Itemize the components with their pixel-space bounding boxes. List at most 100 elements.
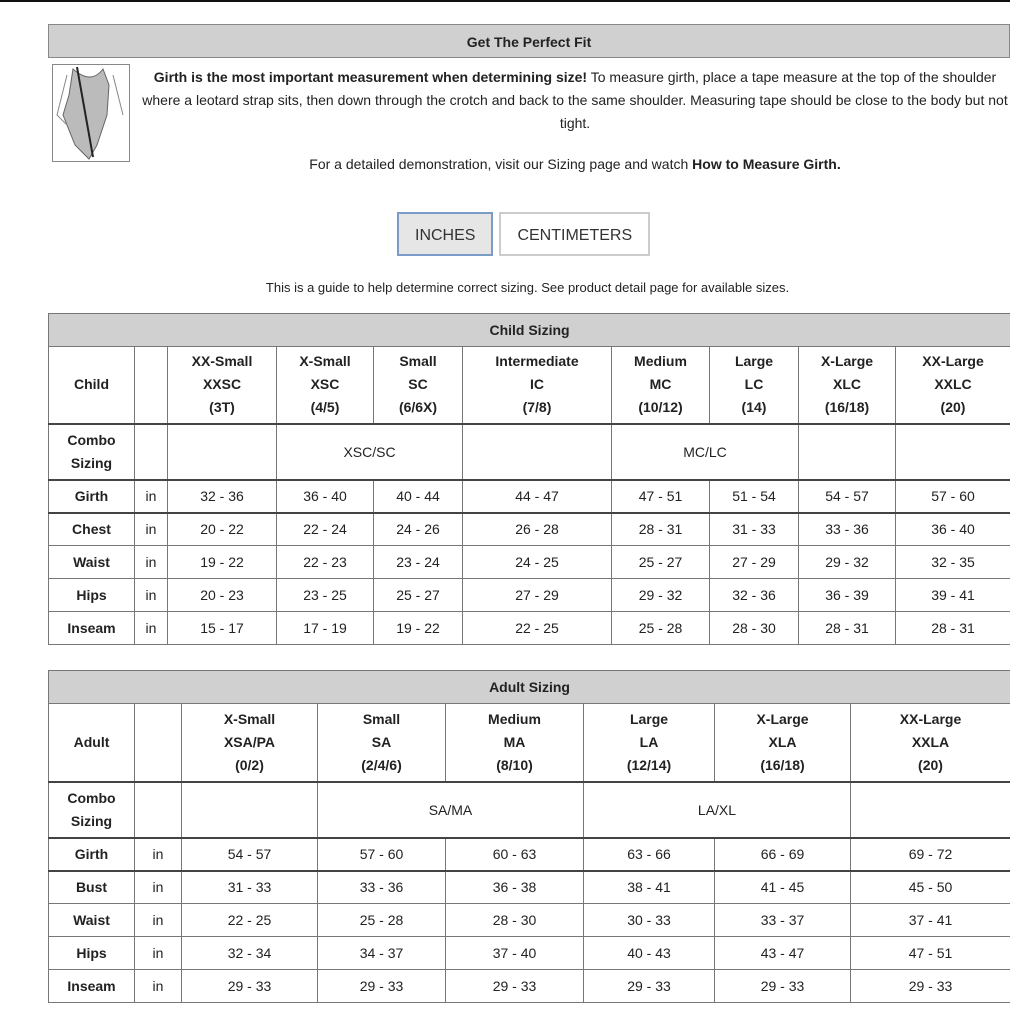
size-header-line: MA [503, 733, 526, 750]
measurement-value: 22 - 25 [181, 903, 318, 937]
measurement-value: 27 - 29 [709, 545, 799, 579]
unit-toggle: INCHES CENTIMETERS [397, 212, 651, 256]
size-header-line: (6/6X) [398, 399, 438, 416]
combo-cell [167, 422, 277, 480]
size-header-line: XX-Large [922, 353, 984, 370]
measurement-value: 31 - 33 [709, 511, 799, 546]
girth-instructions: Girth is the most important measurement … [140, 66, 1010, 135]
centimeters-button[interactable]: CENTIMETERS [499, 212, 651, 256]
unit-cell: in [134, 511, 168, 546]
measurement-value: 19 - 22 [373, 611, 463, 645]
size-header-line: Small [399, 353, 437, 370]
combo-label: Combo Sizing [48, 422, 135, 480]
combo-label-line: Combo [67, 431, 116, 448]
table-row: Girth in 54 - 57 57 - 60 60 - 63 63 - 66 66 - … [48, 836, 1010, 871]
size-header: X-Small XSA/PA (0/2) [181, 703, 318, 782]
size-header-line: X-Small [223, 710, 276, 727]
measurement-value: 25 - 28 [611, 611, 710, 645]
measurement-value: 54 - 57 [181, 836, 318, 871]
unit-cell: in [134, 545, 168, 579]
measurement-value: 32 - 36 [167, 478, 277, 513]
table-row: Inseam in 29 - 33 29 - 33 29 - 33 29 - 33 29 -… [48, 969, 1010, 1003]
size-header-line: XXLC [934, 376, 972, 393]
unit-header [134, 703, 182, 782]
measurement-name: Hips [48, 578, 135, 612]
measurement-value: 29 - 33 [714, 969, 851, 1003]
measurement-value: 25 - 27 [373, 578, 463, 612]
measurement-value: 32 - 36 [709, 578, 799, 612]
measurement-value: 60 - 63 [445, 836, 584, 871]
measurement-value: 25 - 27 [611, 545, 710, 579]
measurement-value: 22 - 24 [276, 511, 374, 546]
size-header-line: MC [649, 376, 672, 393]
combo-cell [181, 780, 318, 838]
size-header-line: Medium [634, 353, 687, 370]
combo-label-line: Combo [67, 789, 116, 806]
combo-cell: SA/MA [317, 780, 584, 838]
measurement-value: 33 - 36 [317, 869, 446, 904]
unit-cell: in [134, 936, 182, 970]
size-header-line: Large [629, 710, 669, 727]
size-header-line: XX-Large [899, 710, 962, 727]
girth-emphasis: Girth is the most important measurement … [153, 69, 588, 85]
measurement-value: 15 - 17 [167, 611, 277, 645]
measurement-value: 29 - 33 [583, 969, 715, 1003]
category-label: Child [48, 346, 135, 424]
measurement-value: 23 - 24 [373, 545, 463, 579]
measurement-name: Waist [48, 903, 135, 937]
size-header-line: (8/10) [496, 756, 533, 773]
measurement-value: 36 - 40 [894, 511, 1010, 546]
unit-cell [134, 422, 168, 480]
size-header: XX-Large XXLC (20) [894, 346, 1010, 424]
measurement-value: 41 - 45 [714, 869, 851, 904]
size-header-line: (3T) [209, 399, 235, 416]
measurement-value: 28 - 30 [445, 903, 584, 937]
measurement-value: 33 - 37 [714, 903, 851, 937]
demo-text: For a detailed demonstration, visit our … [140, 156, 1010, 172]
table-row: Waist in 22 - 25 25 - 28 28 - 30 30 - 33 33 - … [48, 903, 1010, 937]
measurement-value: 20 - 23 [167, 578, 277, 612]
inches-button[interactable]: INCHES [397, 212, 494, 256]
unit-cell: in [134, 969, 182, 1003]
table-row: Inseam in 15 - 17 17 - 19 19 - 22 22 - 25 25 -… [48, 611, 1010, 645]
size-header-line: (10/12) [638, 399, 683, 416]
measurement-value: 37 - 40 [445, 936, 584, 970]
measurement-value: 40 - 44 [373, 478, 463, 513]
unit-cell: in [134, 578, 168, 612]
measurement-value: 29 - 33 [181, 969, 318, 1003]
how-to-measure-link[interactable]: How to Measure Girth. [692, 156, 841, 172]
unit-cell: in [134, 903, 182, 937]
measurement-value: 28 - 31 [894, 611, 1010, 645]
size-header-line: XLA [768, 733, 797, 750]
measurement-name: Hips [48, 936, 135, 970]
size-header: Large LA (12/14) [583, 703, 715, 782]
measurement-value: 54 - 57 [798, 478, 896, 513]
size-header-line: (0/2) [235, 756, 264, 773]
combo-cell [462, 422, 612, 480]
size-header-line: X-Small [299, 353, 351, 370]
combo-cell: LA/XL [583, 780, 851, 838]
measurement-value: 29 - 33 [317, 969, 446, 1003]
size-header-line: (14) [741, 399, 767, 416]
size-header-line: LC [744, 376, 764, 393]
size-header-line: (2/4/6) [361, 756, 402, 773]
measurement-value: 33 - 36 [798, 511, 896, 546]
demo-text-label: For a detailed demonstration, visit our … [309, 156, 693, 172]
size-header: Medium MA (8/10) [445, 703, 584, 782]
table-row: Hips in 20 - 23 23 - 25 25 - 27 27 - 29 29 - 3… [48, 578, 1010, 612]
measurement-name: Girth [48, 836, 135, 871]
size-header: Intermediate IC (7/8) [462, 346, 612, 424]
measurement-name: Bust [48, 869, 135, 904]
size-header: Large LC (14) [709, 346, 799, 424]
measurement-value: 36 - 38 [445, 869, 584, 904]
measurement-value: 39 - 41 [894, 578, 1010, 612]
size-header-line: Large [734, 353, 774, 370]
measurement-value: 40 - 43 [583, 936, 715, 970]
table-title: Child Sizing [47, 313, 1010, 347]
size-header-line: XSC [310, 376, 340, 393]
measurement-name: Waist [48, 545, 135, 579]
size-header-line: IC [530, 376, 544, 393]
size-header-line: SC [408, 376, 428, 393]
size-header-line: X-Large [820, 353, 874, 370]
size-header-line: (16/18) [824, 399, 870, 416]
